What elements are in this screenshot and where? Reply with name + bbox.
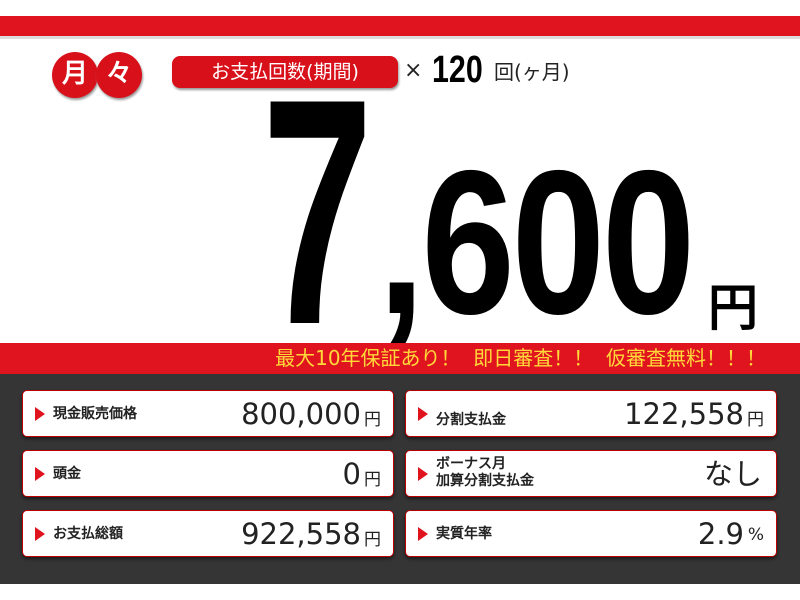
total-payment-unit: 円: [364, 530, 381, 550]
installment-total-value: 122,558: [624, 397, 744, 431]
times-sign: ×: [404, 58, 423, 83]
triangle-bullet-icon: [35, 527, 45, 541]
monthly-amount-currency: 円: [708, 279, 758, 337]
triangle-bullet-icon: [35, 407, 45, 421]
total-payment-label: お支払総額: [53, 526, 123, 542]
installment-total-label: 分割支払金: [436, 412, 506, 428]
monthly-amount-rest: ,600: [378, 128, 695, 357]
total-payment-value: 922,558: [241, 517, 361, 551]
triangle-bullet-icon: [418, 467, 428, 481]
installment-total-unit: 円: [747, 410, 764, 430]
divider: [0, 36, 800, 39]
promo-banner: 最大10年保証あり！ 即日審査！！ 仮審査無料！！！: [0, 343, 800, 374]
bonus-label: ボーナス月 加算分割支払金: [436, 456, 534, 489]
down-payment-card: 頭金 0 円: [22, 450, 394, 497]
cash-price-card: 現金販売価格 800,000 円: [22, 390, 394, 437]
total-payment-card: お支払総額 922,558 円: [22, 510, 394, 557]
top-red-bar: [0, 16, 800, 36]
cash-price-value: 800,000: [241, 397, 361, 431]
cash-price-label: 現金販売価格: [53, 406, 137, 422]
down-payment-label: 頭金: [53, 466, 81, 482]
down-payment-value: 0: [342, 457, 361, 491]
details-panel: 現金販売価格 800,000 円 分割支払金 122,558 円 頭金 0 円 …: [0, 374, 800, 584]
apr-card: 実質年率 2.9 %: [405, 510, 777, 557]
bonus-value: なし: [703, 457, 762, 491]
payment-count-label: お支払回数(期間): [172, 56, 398, 88]
payment-count-unit: 回(ヶ月): [494, 60, 570, 84]
installment-total-card: 分割支払金 122,558 円: [405, 390, 777, 437]
cash-price-unit: 円: [364, 410, 381, 430]
triangle-bullet-icon: [418, 527, 428, 541]
apr-label: 実質年率: [436, 526, 492, 542]
triangle-bullet-icon: [418, 407, 428, 421]
triangle-bullet-icon: [35, 467, 45, 481]
monthly-badge-char: 月: [52, 52, 98, 98]
apr-unit: %: [747, 525, 764, 545]
payment-count: 120: [432, 49, 483, 91]
monthly-badge: 月 々: [52, 52, 144, 98]
apr-value: 2.9: [697, 517, 744, 551]
down-payment-unit: 円: [364, 470, 381, 490]
monthly-amount-lead: 7: [262, 33, 374, 392]
bonus-card: ボーナス月 加算分割支払金 なし: [405, 450, 777, 497]
monthly-badge-char: 々: [96, 52, 142, 98]
